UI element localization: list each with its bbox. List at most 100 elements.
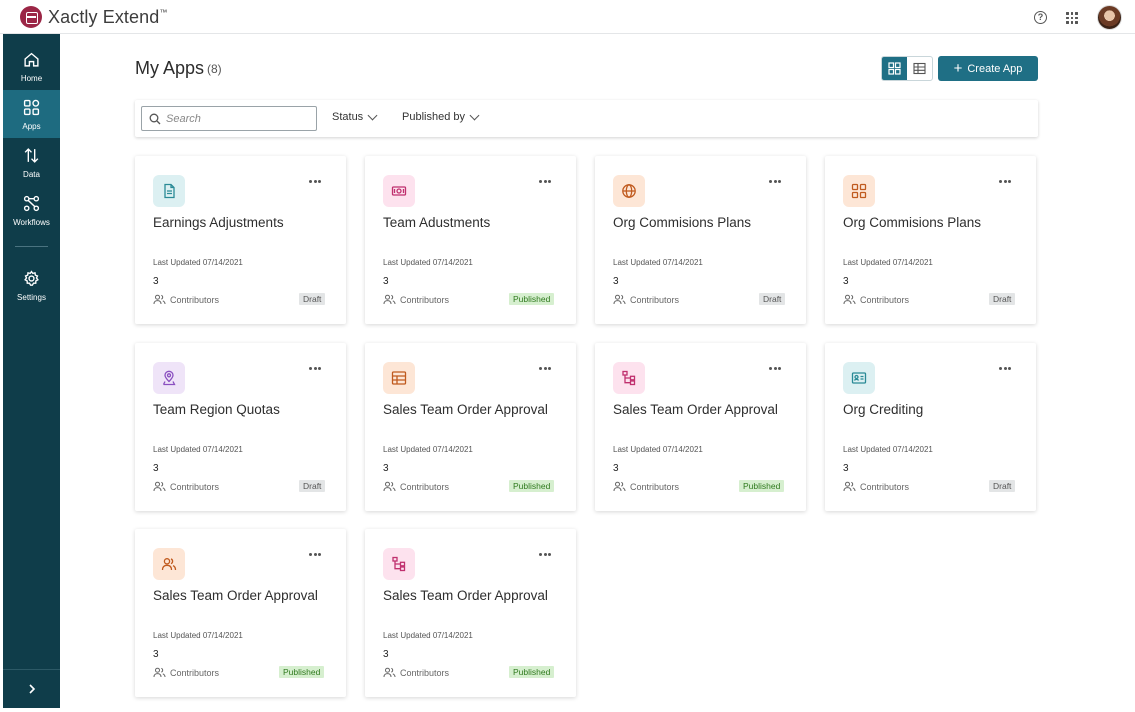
status-badge: Draft	[299, 480, 326, 492]
chevron-right-icon[interactable]	[25, 682, 39, 696]
app-card[interactable]: Earnings Adjustments Last Updated 07/14/…	[135, 156, 346, 324]
brand-logo[interactable]: Xactly Extend™	[20, 6, 167, 28]
app-title[interactable]: Org Commisions Plans	[613, 215, 752, 230]
users-icon	[383, 294, 396, 305]
last-updated: Last Updated 07/14/2021	[613, 445, 703, 454]
contributor-count: 3	[153, 276, 159, 287]
app-card[interactable]: Sales Team Order Approval Last Updated 0…	[365, 529, 576, 697]
xactly-logo-icon	[20, 6, 42, 28]
app-title[interactable]: Org Commisions Plans	[843, 215, 982, 230]
grid-view-icon	[888, 62, 901, 75]
users-icon	[383, 481, 396, 492]
app-card[interactable]: Team Region Quotas Last Updated 07/14/20…	[135, 343, 346, 511]
search-icon	[149, 113, 161, 125]
published-by-filter-label: Published by	[402, 111, 465, 123]
contributors-label: Contributors	[613, 481, 679, 492]
more-options-icon[interactable]	[999, 367, 1011, 371]
app-title[interactable]: Team Adustments	[383, 215, 491, 230]
app-card[interactable]: Org Commisions Plans Last Updated 07/14/…	[825, 156, 1036, 324]
contributor-count: 3	[383, 649, 389, 660]
view-toggle	[881, 56, 933, 81]
published-by-filter-dropdown[interactable]: Published by	[402, 110, 480, 123]
apps-icon	[23, 99, 40, 116]
help-circle-icon[interactable]: ?	[1034, 11, 1047, 24]
more-options-icon[interactable]	[769, 180, 781, 184]
users-icon	[161, 558, 177, 571]
contributors-label: Contributors	[153, 294, 219, 305]
create-app-label: Create App	[967, 62, 1023, 75]
last-updated: Last Updated 07/14/2021	[153, 631, 243, 640]
last-updated: Last Updated 07/14/2021	[383, 631, 473, 640]
app-title[interactable]: Sales Team Order Approval	[153, 588, 318, 603]
app-icon	[843, 362, 875, 394]
app-title[interactable]: Org Crediting	[843, 402, 924, 417]
home-icon	[24, 52, 39, 67]
app-icon	[383, 175, 415, 207]
last-updated: Last Updated 07/14/2021	[843, 445, 933, 454]
app-icon	[613, 362, 645, 394]
app-card[interactable]: Sales Team Order Approval Last Updated 0…	[365, 343, 576, 511]
contributors-label: Contributors	[153, 481, 219, 492]
top-bar: Xactly Extend™ ?	[0, 0, 1135, 34]
contributor-count: 3	[843, 276, 849, 287]
more-options-icon[interactable]	[539, 180, 551, 184]
status-badge: Draft	[759, 293, 786, 305]
table-icon	[391, 371, 407, 385]
app-title[interactable]: Sales Team Order Approval	[613, 402, 778, 417]
users-icon	[153, 667, 166, 678]
sidebar-item-label: Data	[23, 170, 40, 179]
globe-icon	[622, 184, 636, 198]
more-options-icon[interactable]	[999, 180, 1011, 184]
last-updated: Last Updated 07/14/2021	[153, 445, 243, 454]
app-card[interactable]: Sales Team Order Approval Last Updated 0…	[135, 529, 346, 697]
app-grid-icon[interactable]	[1066, 12, 1078, 24]
status-filter-label: Status	[332, 111, 364, 123]
more-options-icon[interactable]	[539, 367, 551, 371]
sidebar-item-workflows[interactable]: Workflows	[3, 186, 60, 234]
hierarchy-icon	[392, 556, 406, 572]
app-title[interactable]: Sales Team Order Approval	[383, 588, 548, 603]
last-updated: Last Updated 07/14/2021	[153, 258, 243, 267]
search-input[interactable]	[166, 110, 312, 127]
hierarchy-icon	[622, 370, 636, 386]
create-app-button[interactable]: + Create App	[938, 56, 1038, 81]
more-options-icon[interactable]	[539, 553, 551, 557]
status-badge: Published	[739, 480, 785, 492]
app-card[interactable]: Org Commisions Plans Last Updated 07/14/…	[595, 156, 806, 324]
sidebar-item-home[interactable]: Home	[3, 42, 60, 90]
status-filter-dropdown[interactable]: Status	[332, 110, 378, 123]
app-card[interactable]: Sales Team Order Approval Last Updated 0…	[595, 343, 806, 511]
contributors-label: Contributors	[383, 667, 449, 678]
more-options-icon[interactable]	[309, 180, 321, 184]
app-card[interactable]: Org Crediting Last Updated 07/14/2021 3 …	[825, 343, 1036, 511]
sidebar-item-data[interactable]: Data	[3, 138, 60, 186]
more-options-icon[interactable]	[769, 367, 781, 371]
chevron-down-icon	[367, 110, 378, 120]
more-options-icon[interactable]	[309, 367, 321, 371]
grid-view-button[interactable]	[882, 57, 907, 80]
status-badge: Draft	[989, 293, 1016, 305]
app-icon	[383, 362, 415, 394]
app-title[interactable]: Team Region Quotas	[153, 402, 280, 417]
sidebar-footer-divider	[3, 669, 60, 670]
document-icon	[164, 183, 175, 199]
more-options-icon[interactable]	[309, 553, 321, 557]
app-title[interactable]: Sales Team Order Approval	[383, 402, 548, 417]
table-view-button[interactable]	[907, 57, 932, 80]
contributor-count: 3	[153, 649, 159, 660]
sidebar-item-label: Settings	[17, 293, 46, 302]
sidebar-item-apps[interactable]: Apps	[3, 90, 60, 138]
data-arrows-icon	[24, 148, 39, 163]
status-badge: Published	[509, 480, 555, 492]
contributors-label: Contributors	[383, 294, 449, 305]
users-icon	[613, 294, 626, 305]
app-title[interactable]: Earnings Adjustments	[153, 215, 284, 230]
sidebar-item-settings[interactable]: Settings	[3, 261, 60, 309]
sidebar-divider	[15, 246, 48, 247]
avatar[interactable]	[1097, 5, 1122, 30]
app-icon	[383, 548, 415, 580]
app-card[interactable]: Team Adustments Last Updated 07/14/2021 …	[365, 156, 576, 324]
app-icon	[153, 548, 185, 580]
contributors-label: Contributors	[843, 294, 909, 305]
sidebar-item-label: Workflows	[13, 218, 50, 227]
